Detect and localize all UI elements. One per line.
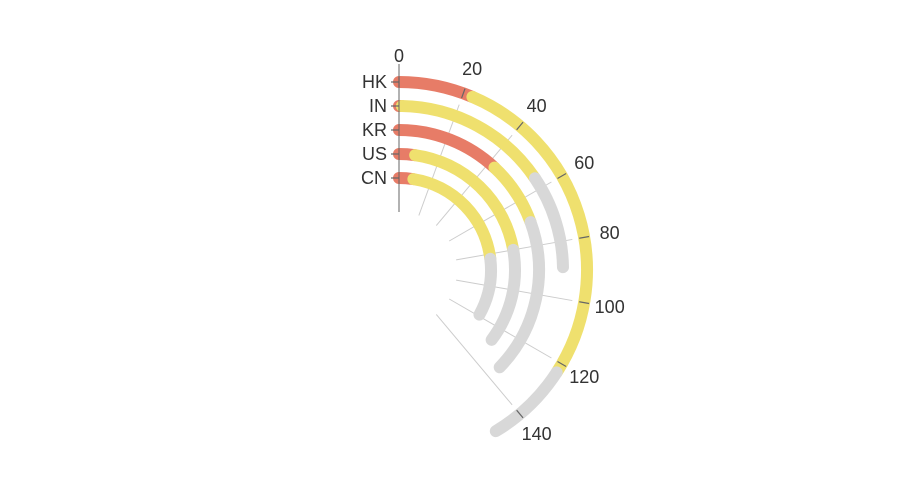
bar-hk-s1[interactable] <box>393 76 479 103</box>
angle-tick <box>557 360 567 368</box>
bar-us-s2[interactable] <box>409 149 520 256</box>
bars <box>393 76 593 438</box>
angle-tick <box>461 88 466 99</box>
angle-tick-label: 0 <box>394 46 404 66</box>
grid-line <box>435 314 513 406</box>
bar-kr-s1[interactable] <box>393 124 501 174</box>
bar-in-s2[interactable] <box>395 100 541 185</box>
angle-tick-label: 140 <box>522 424 552 444</box>
bar-us-s3[interactable] <box>485 243 521 346</box>
angle-tick-label: 80 <box>600 223 620 243</box>
angle-tick <box>516 121 524 131</box>
category-axis: HK IN KR US CN <box>361 64 400 212</box>
angle-tick <box>579 235 590 239</box>
category-label: IN <box>369 96 387 116</box>
category-label: US <box>362 144 387 164</box>
angle-tick <box>516 409 524 419</box>
bar-cn-s2[interactable] <box>407 173 497 265</box>
angle-tick-label: 120 <box>569 367 599 387</box>
category-label: KR <box>362 120 387 140</box>
angle-axis: 0 20 40 60 80 100 120 140 <box>394 46 625 444</box>
angle-tick-label: 20 <box>462 59 482 79</box>
bar-hk-s3[interactable] <box>489 366 563 438</box>
category-label: HK <box>362 72 387 92</box>
bar-cn-s3[interactable] <box>473 252 497 321</box>
angle-tick <box>579 301 590 305</box>
angle-tick-label: 60 <box>574 153 594 173</box>
bar-hk-s2[interactable] <box>466 90 593 379</box>
angle-tick-label: 40 <box>527 96 547 116</box>
angle-tick <box>557 172 567 180</box>
category-label: CN <box>361 168 387 188</box>
bar-kr-s3[interactable] <box>493 216 545 374</box>
bar-in-s3[interactable] <box>528 172 569 274</box>
angle-tick-label: 100 <box>595 297 625 317</box>
